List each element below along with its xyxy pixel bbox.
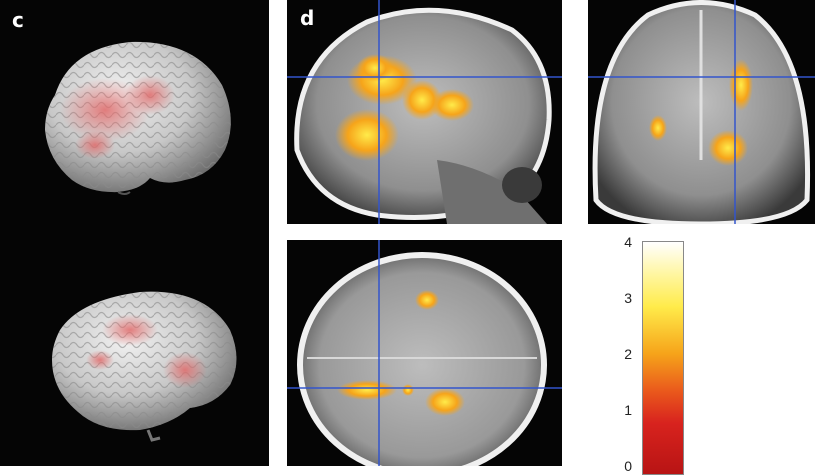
brain-surface-bottom	[52, 291, 237, 442]
panel-d-label: d	[300, 6, 315, 30]
colorbar-tick-2: 2	[624, 346, 632, 362]
brain-surface-renderings	[45, 41, 237, 442]
colorbar-gradient	[642, 241, 684, 475]
brain-surface-top	[45, 41, 231, 195]
activation-colorbar: 4 3 2 1 0	[620, 234, 690, 475]
mri-axial-slice	[287, 240, 562, 466]
colorbar-tick-3: 3	[624, 290, 632, 306]
mri-sagittal-slice: d	[287, 0, 562, 224]
mri-coronal-slice	[588, 0, 815, 224]
colorbar-tick-1: 1	[624, 402, 632, 418]
colorbar-tick-0: 0	[624, 458, 632, 474]
panel-c-label: c	[12, 8, 24, 32]
panel-c-brain-surfaces: c	[0, 0, 269, 466]
colorbar-tick-4: 4	[624, 234, 632, 250]
